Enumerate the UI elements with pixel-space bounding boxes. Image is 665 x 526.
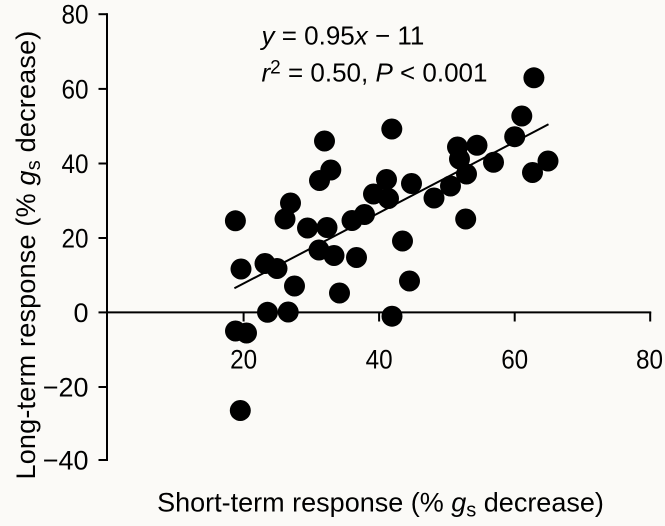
svg-text:40: 40: [366, 344, 393, 374]
svg-text:60: 60: [62, 74, 89, 104]
svg-text:80: 80: [62, 0, 89, 30]
svg-text:80: 80: [636, 344, 663, 374]
svg-text:−40: −40: [43, 446, 89, 476]
svg-text:60: 60: [501, 344, 528, 374]
svg-text:20: 20: [230, 344, 257, 374]
svg-text:20: 20: [62, 224, 89, 254]
svg-text:y = 0.95x − 11: y = 0.95x − 11: [260, 20, 425, 50]
svg-text:0: 0: [73, 298, 88, 328]
svg-text:r2 = 0.50, P < 0.001: r2 = 0.50, P < 0.001: [262, 58, 488, 88]
svg-text:40: 40: [62, 149, 89, 179]
svg-text:−20: −20: [43, 373, 89, 403]
svg-text:Long-term response (% gs decre: Long-term response (% gs decrease): [11, 30, 45, 479]
svg-text:Short-term response (% gs decr: Short-term response (% gs decrease): [157, 488, 604, 522]
